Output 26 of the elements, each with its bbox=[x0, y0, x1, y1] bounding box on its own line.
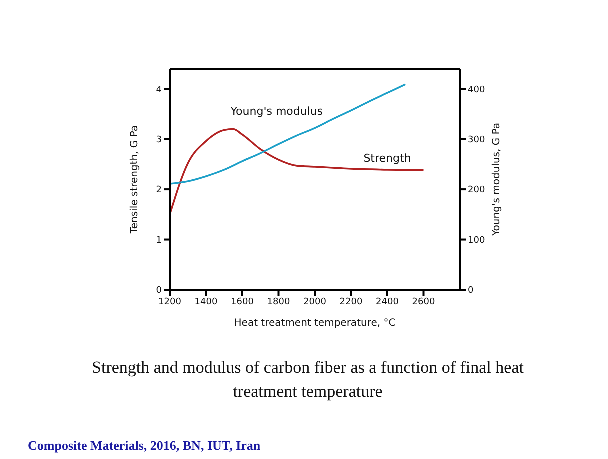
y-axis-title: Tensile strength, G Pa bbox=[130, 125, 141, 235]
x-tick-label: 2600 bbox=[412, 297, 436, 308]
text: Strength and modulus of carbon fiber as a function of final heat treatment temperature bbox=[91, 357, 525, 403]
x-tick-label: 1800 bbox=[267, 297, 290, 308]
x-tick-label: 1200 bbox=[158, 297, 182, 308]
y2-tick-label: 200 bbox=[468, 186, 486, 196]
y2-axis-title: Young's modulus, G Pa bbox=[492, 123, 503, 237]
line-series bbox=[170, 128, 425, 216]
x-tick-label: 1600 bbox=[231, 297, 254, 308]
x-axis-title: Heat treatment temperature, °C bbox=[234, 318, 396, 329]
y2-tick-label: 400 bbox=[468, 85, 486, 96]
x-tick-label: 2000 bbox=[304, 297, 327, 308]
y-tick-label: 1 bbox=[156, 236, 162, 246]
series-label: Strength bbox=[364, 152, 412, 165]
y-tick-label: 0 bbox=[156, 286, 162, 296]
y-tick-label: 4 bbox=[156, 85, 162, 96]
series-label: Young's modulus bbox=[230, 105, 324, 118]
x-tick-label: 1400 bbox=[194, 297, 218, 308]
y2-tick-label: 300 bbox=[468, 136, 486, 146]
y2-tick-label: 0 bbox=[468, 286, 474, 296]
y-tick-label: 2 bbox=[156, 186, 162, 196]
y2-tick-label: 100 bbox=[468, 236, 486, 246]
y-tick-label: 3 bbox=[156, 136, 162, 146]
x-tick-label: 2200 bbox=[340, 297, 363, 308]
x-tick-label: 2400 bbox=[376, 297, 400, 308]
text: Composite Materials, 2016, BN, IUT, Iran bbox=[28, 438, 261, 454]
